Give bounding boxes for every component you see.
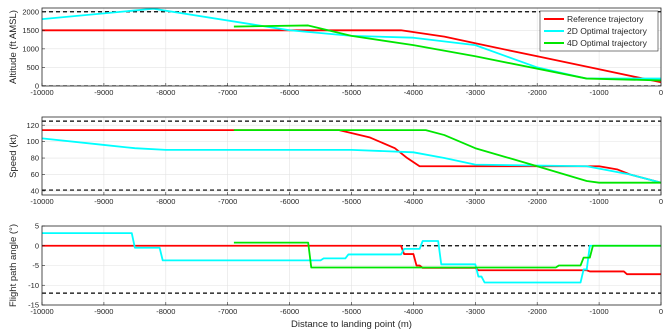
series-line-reference-trajectory bbox=[42, 29, 661, 84]
series-line-4d-optimal-trajectory bbox=[233, 24, 661, 82]
legend: Reference trajectory 2D Optimal trajector… bbox=[539, 10, 659, 52]
y-tick-label: 120 bbox=[26, 121, 39, 130]
x-tick-label: -2000 bbox=[528, 197, 547, 206]
x-tick-label: -3000 bbox=[466, 88, 485, 97]
x-tick-label: -10000 bbox=[30, 197, 53, 206]
y-axis-label: Flight path angle (°) bbox=[8, 224, 19, 307]
legend-label: 4D Optimal trajectory bbox=[567, 38, 648, 48]
y-tick-label: 1500 bbox=[22, 26, 39, 35]
x-tick-label: -4000 bbox=[404, 307, 423, 316]
x-tick-label: -5000 bbox=[342, 88, 361, 97]
y-axis-label: Altitude (ft AMSL) bbox=[8, 10, 19, 84]
panel-3: -10000 -9000 -8000 -7000 -6000 -5000 -4000 -300… bbox=[8, 222, 663, 330]
x-axis-label: Distance to landing point (m) bbox=[291, 319, 412, 330]
x-tick-label: -1000 bbox=[590, 197, 609, 206]
y-tick-label: 80 bbox=[31, 154, 39, 163]
y-tick-label: -5 bbox=[32, 261, 39, 270]
y-tick-label: 2000 bbox=[22, 7, 39, 16]
x-tick-label: -6000 bbox=[280, 307, 299, 316]
y-tick-label: -15 bbox=[28, 301, 39, 310]
x-tick-label: -3000 bbox=[466, 307, 485, 316]
x-tick-label: -8000 bbox=[156, 88, 175, 97]
y-tick-label: 500 bbox=[26, 63, 39, 72]
x-tick-label: 0 bbox=[659, 88, 663, 97]
x-tick-label: -5000 bbox=[342, 307, 361, 316]
panel-2: -10000 -9000 -8000 -7000 -6000 -5000 -4000 -300… bbox=[8, 116, 663, 206]
x-tick-label: -4000 bbox=[404, 197, 423, 206]
x-tick-label: -2000 bbox=[528, 307, 547, 316]
y-tick-label: 100 bbox=[26, 137, 39, 146]
series-line-4d-optimal-trajectory bbox=[233, 129, 661, 184]
x-tick-label: -6000 bbox=[280, 88, 299, 97]
x-tick-label: -5000 bbox=[342, 197, 361, 206]
x-tick-label: -4000 bbox=[404, 88, 423, 97]
x-tick-label: -7000 bbox=[218, 307, 237, 316]
y-tick-label: -10 bbox=[28, 281, 39, 290]
x-tick-label: -9000 bbox=[94, 197, 113, 206]
y-tick-label: 60 bbox=[31, 170, 39, 179]
x-tick-label: 0 bbox=[659, 197, 663, 206]
y-tick-label: 40 bbox=[31, 186, 39, 195]
x-tick-label: -8000 bbox=[156, 307, 175, 316]
x-tick-label: -7000 bbox=[218, 88, 237, 97]
x-tick-label: -7000 bbox=[218, 197, 237, 206]
y-axis-label: Speed (kt) bbox=[8, 134, 19, 178]
legend-label: Reference trajectory bbox=[567, 14, 644, 24]
x-tick-label: 0 bbox=[659, 307, 663, 316]
series-line-reference-trajectory bbox=[42, 129, 661, 184]
series-line-4d-optimal-trajectory bbox=[233, 241, 661, 269]
x-tick-label: -10000 bbox=[30, 307, 53, 316]
legend-label: 2D Optimal trajectory bbox=[567, 26, 648, 36]
x-tick-label: -6000 bbox=[280, 197, 299, 206]
series-line-2d-optimal-trajectory bbox=[42, 232, 661, 284]
y-tick-label: 0 bbox=[35, 241, 39, 250]
x-tick-label: -8000 bbox=[156, 197, 175, 206]
x-tick-label: -3000 bbox=[466, 197, 485, 206]
x-tick-label: -9000 bbox=[94, 307, 113, 316]
y-tick-label: 5 bbox=[35, 222, 39, 231]
y-tick-label: 1000 bbox=[22, 44, 39, 53]
x-tick-label: -1000 bbox=[590, 88, 609, 97]
x-tick-label: -10000 bbox=[30, 88, 53, 97]
series-line-2d-optimal-trajectory bbox=[42, 137, 661, 184]
x-tick-label: -2000 bbox=[528, 88, 547, 97]
x-tick-label: -1000 bbox=[590, 307, 609, 316]
y-tick-label: 0 bbox=[35, 82, 39, 91]
x-tick-label: -9000 bbox=[94, 88, 113, 97]
panel-1: -10000 -9000 -8000 -7000 -6000 -5000 -4000 -300… bbox=[8, 7, 663, 97]
